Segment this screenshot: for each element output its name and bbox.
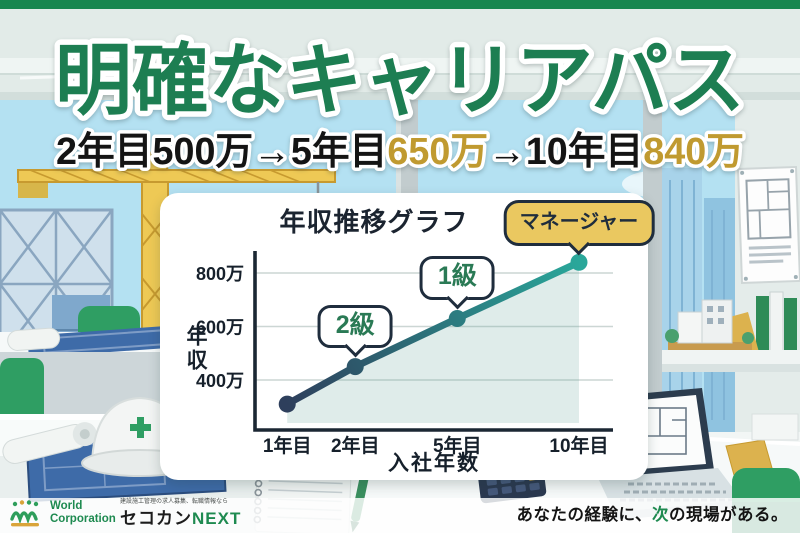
- service-brand: 建設施工管理の求人募集、転職情報なら セコカンNEXT: [120, 490, 300, 529]
- service-name: セコカンNEXT: [120, 509, 242, 528]
- x-axis-title: 入社年数: [388, 452, 480, 475]
- data-point-marker: [570, 253, 588, 271]
- annotation-bubble-2: マネージャー: [503, 200, 655, 247]
- data-point-marker: [448, 309, 466, 327]
- x-category-label: 2年目: [331, 434, 380, 457]
- service-tagline: 建設施工管理の求人募集、転職情報なら: [120, 498, 228, 505]
- building-model: [665, 299, 754, 351]
- income-chart-card: 年収推移グラフ 年収 400万 600万 800万 1年目 2年目 5年目 10年目 入社年…: [160, 193, 655, 480]
- shelf-and-folders: [662, 291, 800, 372]
- company-logo: World Corporation: [10, 498, 116, 528]
- catch-copy: あなたの経験に、次の現場がある。: [516, 506, 788, 524]
- axes: [253, 251, 613, 432]
- paper-roll: [2, 422, 97, 464]
- income-line-chart: 400万 600万 800万 1年目 2年目 5年目 10年目: [196, 251, 613, 457]
- footer: World Corporation 建設施工管理の求人募集、転職情報なら セコカ…: [0, 497, 800, 533]
- chart-title: 年収推移グラフ: [279, 207, 469, 237]
- x-category-label: 1年目: [263, 434, 312, 457]
- x-category-label: 10年目: [549, 434, 608, 457]
- annotation-bubble-0: 2級: [317, 304, 393, 349]
- y-tick-label: 600万: [196, 318, 244, 338]
- company-name: World Corporation: [50, 499, 116, 525]
- chart-area: 年収推移グラフ 年収 400万 600万 800万 1年目 2年目 5年目 10年目 入社年…: [160, 193, 655, 480]
- top-green-bar: [0, 0, 800, 9]
- income-line: [283, 258, 583, 408]
- annotation-bubble-1: 1級: [419, 256, 495, 301]
- y-tick-label: 800万: [196, 264, 244, 284]
- area-fill: [287, 262, 579, 423]
- x-category-label: 5年目: [433, 434, 482, 457]
- wall-floorplan-poster: [736, 165, 800, 284]
- y-tick-label: 400万: [196, 371, 244, 391]
- data-point-marker: [278, 395, 296, 413]
- y-axis-title: 年収: [184, 325, 207, 373]
- data-point-marker: [346, 358, 364, 376]
- world-corporation-logo-icon: [10, 500, 39, 527]
